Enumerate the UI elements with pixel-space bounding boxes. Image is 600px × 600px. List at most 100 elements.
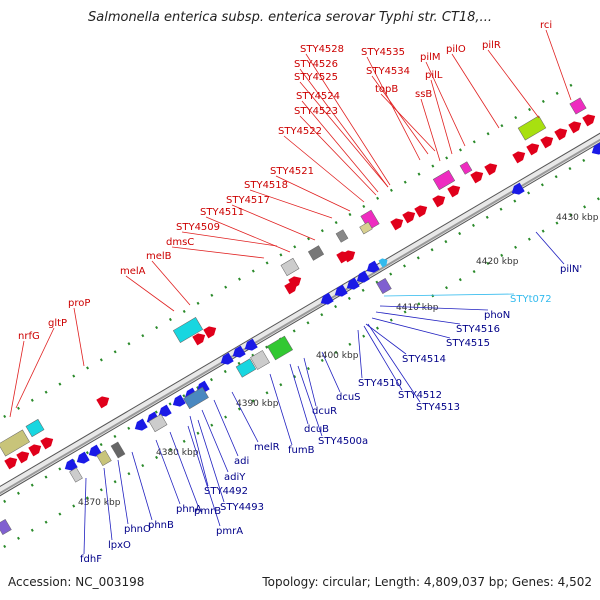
reverse-gene-15: [356, 270, 370, 283]
upper-label-17: STY4517: [226, 195, 270, 206]
upper-callout-line-4: [430, 79, 453, 155]
summary-text: Topology: circular; Length: 4,809,037 bp…: [262, 575, 592, 589]
lower-callout-line-3: [375, 311, 461, 325]
lower-callout-line-6: [357, 329, 363, 379]
upper-label-3: pilM: [420, 52, 441, 63]
upper-label-2: pilO: [446, 44, 466, 55]
lower-label-19: pmrA: [216, 526, 243, 537]
lower-label-3: STY4516: [456, 324, 500, 335]
upper-callout-line-7: [371, 75, 429, 155]
lower-callout-line-7: [363, 325, 403, 391]
forward-gene-7: [284, 282, 298, 295]
upper-label-25: nrfG: [18, 331, 40, 342]
lower-callout-line-17: [189, 415, 209, 487]
upper-callout-line-25: [9, 340, 25, 418]
upper-callout-line-14: [283, 135, 365, 203]
upper-callout-line-2: [451, 53, 500, 129]
upper-label-13: STY4523: [294, 106, 338, 117]
lower-label-11: dcuB: [304, 424, 329, 435]
lower-callout-line-0: [535, 231, 565, 265]
forward-gene-13: [447, 185, 461, 198]
upper-callout-line-12: [301, 100, 379, 193]
feature-block-1: [25, 418, 45, 438]
upper-label-18: STY4511: [200, 207, 244, 218]
lower-label-22: phnB: [148, 520, 174, 531]
upper-label-7: STY4534: [366, 66, 410, 77]
feature-block-6: [183, 386, 209, 410]
lower-label-9: dcuS: [336, 392, 361, 403]
reverse-gene-10: [232, 345, 246, 358]
reverse-gene-13: [334, 284, 348, 297]
lower-label-10: dcuR: [312, 406, 337, 417]
lower-label-17: STY4492: [204, 486, 248, 497]
upper-label-15: STY4521: [270, 166, 314, 177]
reverse-gene-9: [220, 352, 234, 365]
upper-label-23: proP: [68, 298, 90, 309]
tick-label-6: 4430 kbp: [556, 213, 599, 223]
backbone: [0, 133, 600, 496]
feature-block-12: [307, 245, 325, 261]
lower-callout-line-4: [371, 317, 451, 339]
lower-label-20: pmrB: [194, 506, 221, 517]
reverse-gene-16: [591, 142, 600, 155]
forward-gene-6: [288, 276, 302, 289]
lower-label-6: STY4510: [358, 378, 402, 389]
upper-callout-line-5: [420, 98, 441, 162]
lower-label-2: phoN: [484, 310, 510, 321]
lower-callout-line-5: [365, 323, 407, 355]
feature-block-19: [569, 97, 587, 115]
upper-label-11: STY4525: [294, 72, 338, 83]
feature-block-17: [459, 161, 473, 175]
reverse-gene-3: [134, 418, 148, 431]
upper-label-4: pilL: [425, 70, 443, 81]
lower-callout-line-22: [131, 451, 153, 521]
upper-label-21: melB: [146, 251, 172, 262]
tick-label-1: 4380 kbp: [156, 448, 199, 458]
forward-gene-9: [390, 218, 404, 231]
upper-label-5: ssB: [415, 89, 432, 100]
upper-label-12: STY4524: [296, 91, 340, 102]
guide-line-2: [0, 78, 581, 421]
upper-callout-line-1: [487, 49, 540, 119]
lower-label-12: STY4500a: [318, 436, 368, 447]
lower-callout-line-14: [231, 391, 259, 443]
upper-callout-line-10: [299, 68, 389, 188]
lower-label-16: adiY: [224, 472, 246, 483]
upper-label-9: STY4528: [300, 44, 344, 55]
upper-label-8: topB: [375, 84, 398, 95]
upper-callout-line-16: [249, 189, 333, 219]
lower-callout-line-20: [169, 431, 199, 507]
upper-callout-line-15: [275, 175, 351, 212]
lower-callout-line-9: [321, 351, 341, 393]
reverse-gene-11: [244, 338, 258, 351]
upper-label-10: STY4526: [294, 59, 338, 70]
feature-block-7: [172, 317, 204, 343]
lower-callout-line-13: [269, 373, 293, 446]
forward-gene-12: [432, 195, 446, 208]
tick-label-3: 4400 kbp: [316, 351, 359, 361]
upper-label-22: melA: [120, 266, 146, 277]
feature-block-21: [0, 518, 12, 536]
reverse-gene-14: [346, 277, 360, 290]
forward-gene-1: [16, 451, 30, 464]
lower-callout-line-12: [297, 365, 323, 437]
lower-label-7: STY4512: [398, 390, 442, 401]
feature-block-14: [360, 209, 380, 231]
forward-gene-4: [192, 333, 206, 346]
forward-gene-23: [336, 251, 350, 264]
lower-label-18: STY4493: [220, 502, 264, 513]
reverse-gene-12: [320, 292, 334, 305]
upper-callout-line-23: [73, 307, 85, 367]
backbone-shade: [0, 138, 600, 495]
feature-block-15: [359, 221, 373, 235]
upper-label-0: rci: [540, 20, 552, 31]
upper-callout-line-24: [15, 327, 55, 409]
lower-callout-line-10: [303, 357, 317, 407]
feature-block-10: [266, 335, 294, 361]
upper-label-24: gltP: [48, 318, 67, 329]
lower-callout-line-11: [289, 363, 309, 425]
upper-callout-line-11: [299, 81, 389, 188]
upper-callout-line-3: [425, 61, 466, 147]
